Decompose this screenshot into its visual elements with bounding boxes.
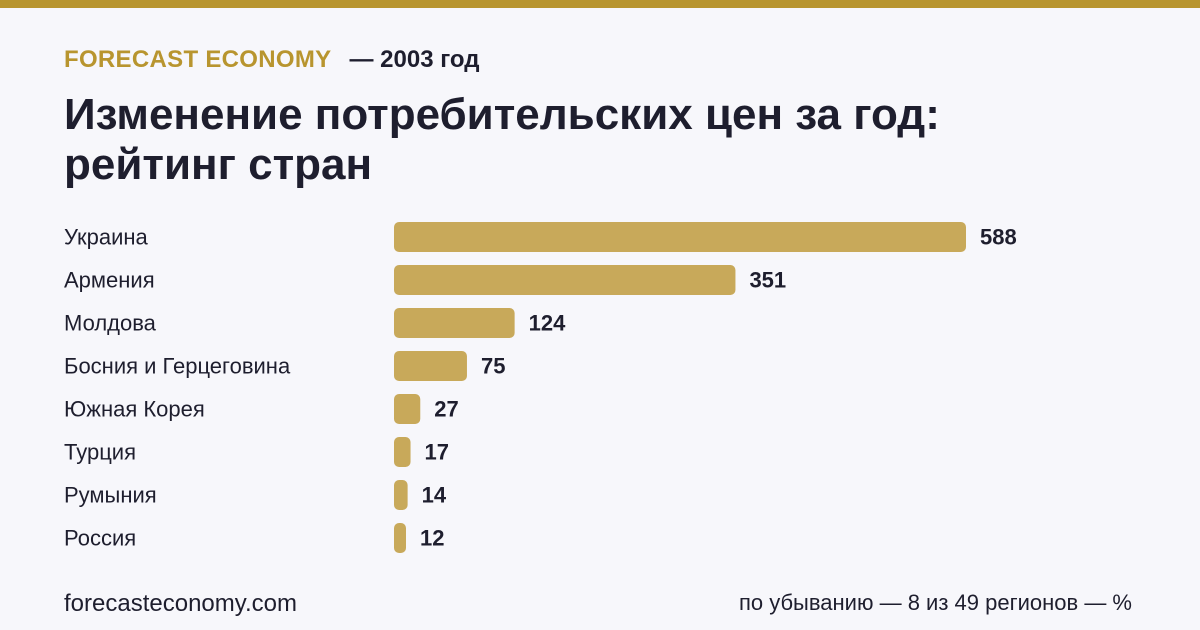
value-label: 75 (481, 354, 505, 379)
category-label: Армения (64, 268, 155, 293)
value-label: 27 (434, 397, 458, 422)
category-label: Южная Корея (64, 397, 205, 422)
category-label: Украина (64, 225, 149, 250)
value-label: 588 (980, 225, 1017, 250)
value-label: 17 (425, 440, 449, 465)
bar (394, 222, 966, 252)
brand-name: FORECAST ECONOMY (64, 46, 332, 73)
footer-note: по убыванию — 8 из 49 регионов — % (738, 590, 1132, 615)
bar (394, 351, 467, 381)
category-label: Босния и Герцеговина (64, 354, 291, 379)
bar (394, 523, 406, 553)
year-label: — 2003 год (349, 46, 480, 73)
category-label: Турция (64, 440, 136, 465)
bar (394, 394, 421, 424)
bar (394, 308, 515, 338)
header: FORECAST ECONOMY — 2003 год (64, 44, 479, 76)
value-label: 351 (749, 268, 786, 293)
value-label: 12 (420, 526, 444, 551)
top-accent-bar (0, 0, 1200, 8)
chart-title: Изменение потребительских цен за год: ре… (64, 90, 940, 189)
bar (394, 437, 411, 467)
category-label: Молдова (64, 311, 157, 336)
category-label: Россия (64, 526, 136, 551)
value-label: 14 (422, 483, 447, 508)
bar (394, 265, 736, 295)
value-label: 124 (529, 311, 566, 336)
bar (394, 480, 408, 510)
category-label: Румыния (64, 483, 157, 508)
footer-site: forecasteconomy.com (64, 590, 297, 617)
